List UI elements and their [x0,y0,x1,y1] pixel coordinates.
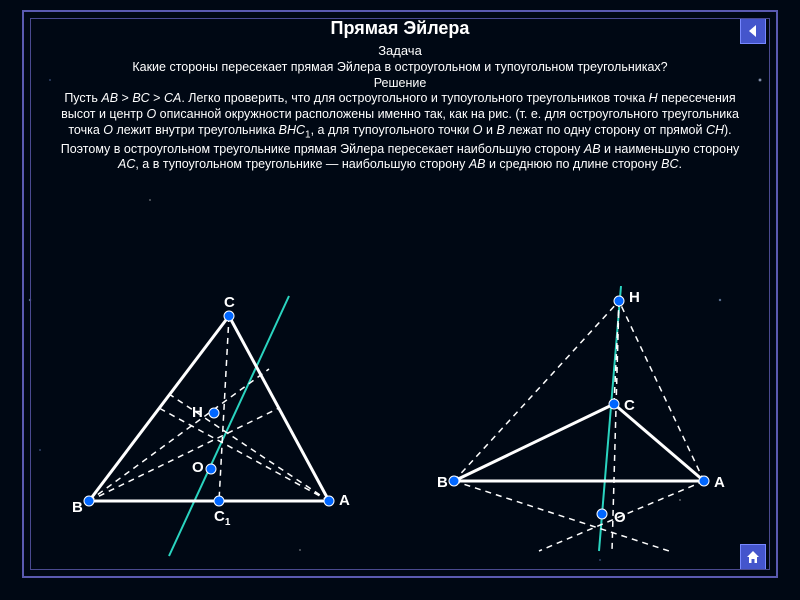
obtuse-triangle-diagram [399,286,744,566]
label-H-right: H [629,289,640,306]
edge-BC [454,404,614,481]
label-C-left: C [224,294,235,311]
label-C1-left: C1 [214,508,230,528]
label-B-left: B [72,499,83,516]
edge-AC [614,404,704,481]
label-A-left: A [339,492,350,509]
diagrams-area: A B C C1 H O [54,286,746,566]
label-H-left: H [192,404,203,421]
dashed-constructions [454,301,704,551]
page-title: Прямая Эйлера [54,18,746,39]
solution-body: Пусть AB > BC > CA. Легко проверить, что… [61,91,740,171]
problem-text: Какие стороны пересекает прямая Эйлера в… [54,60,746,173]
label-O-right: O [614,509,626,526]
task-label: Задача [54,43,746,58]
content-frame: Прямая Эйлера Задача Какие стороны перес… [22,10,778,578]
label-B-right: B [437,474,448,491]
label-A-right: A [714,474,725,491]
label-C-right: C [624,397,635,414]
label-O-left: O [192,459,204,476]
